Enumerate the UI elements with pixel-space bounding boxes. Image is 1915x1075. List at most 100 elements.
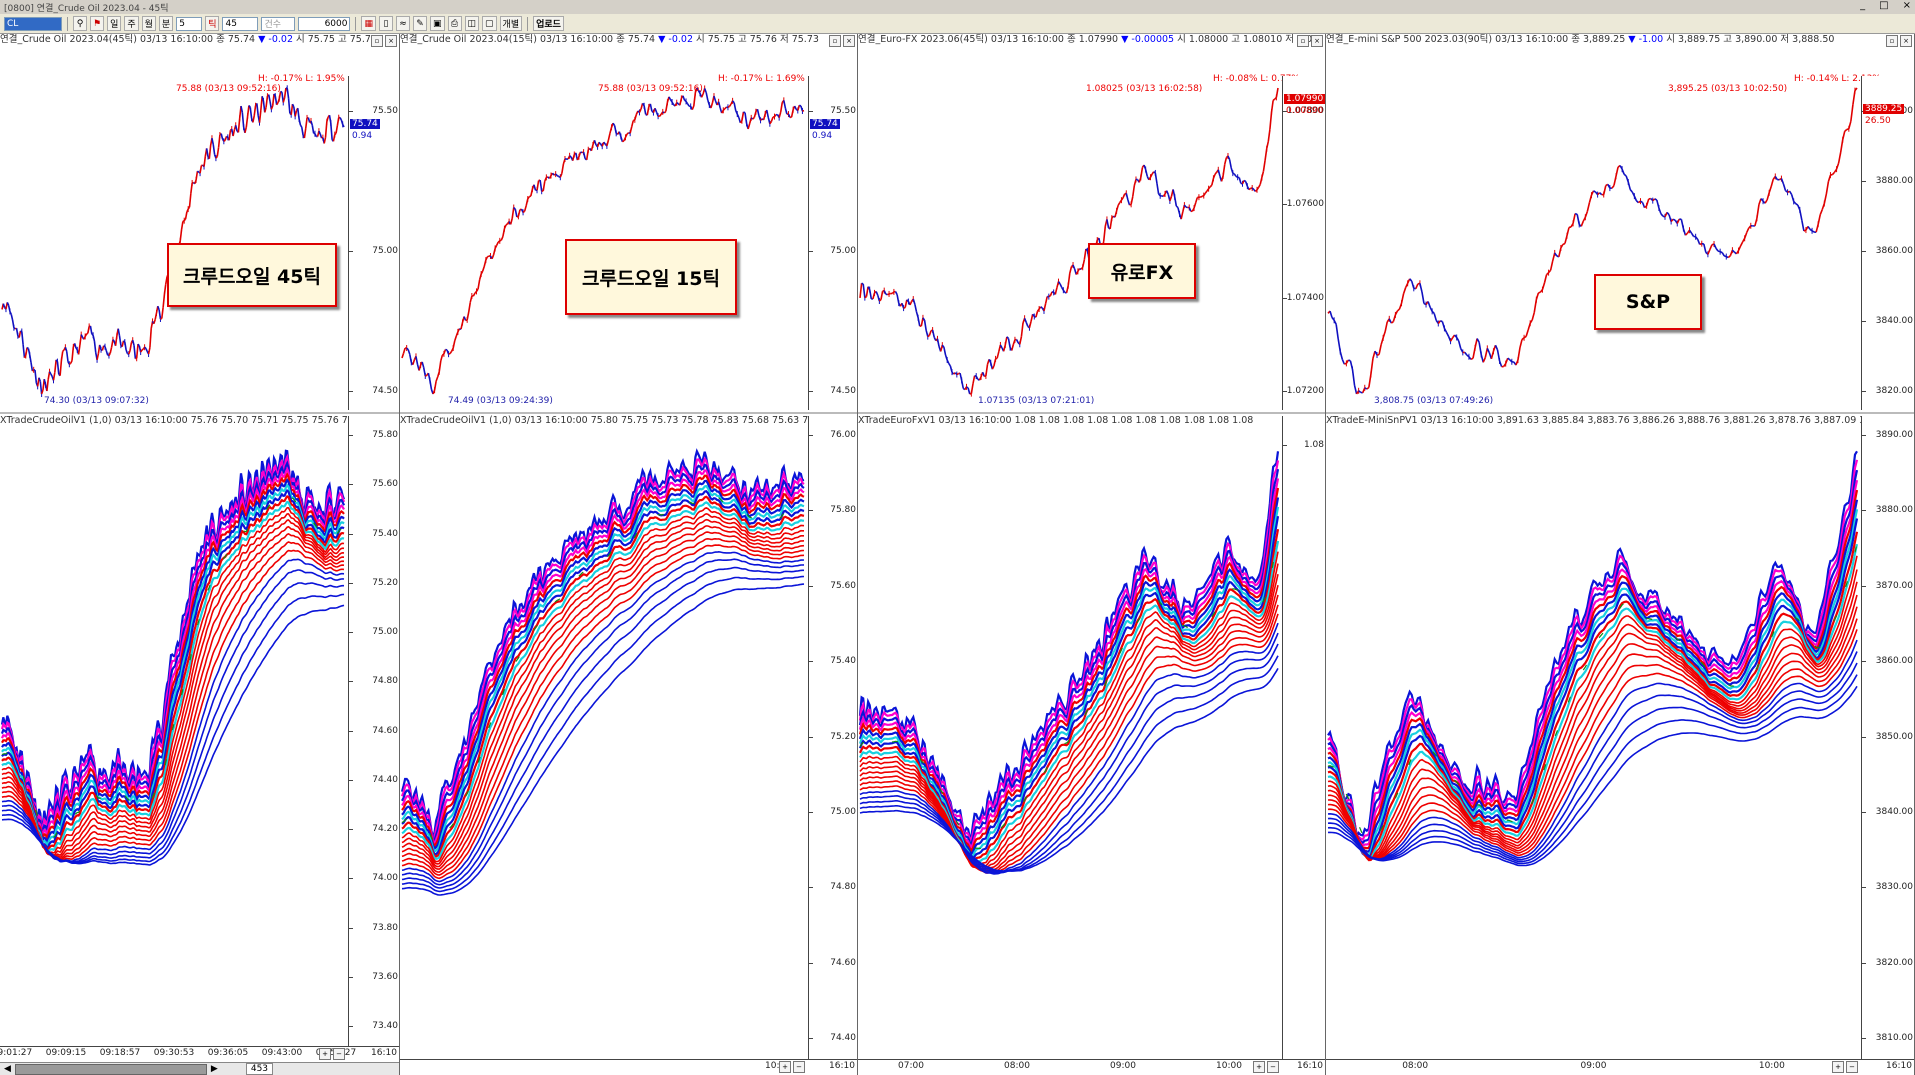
price-segment (1850, 104, 1854, 122)
individual-button[interactable]: 개별 (499, 16, 523, 31)
zoom-out-icon[interactable]: − (1846, 1061, 1858, 1073)
zoom-in-icon[interactable]: + (1832, 1061, 1844, 1073)
restore-icon[interactable]: ▫ (1297, 35, 1309, 47)
price-segment (1831, 171, 1836, 176)
price-segment (1654, 198, 1658, 201)
y-tick-label: 1.07600 (1286, 199, 1324, 210)
zoom-in-icon[interactable]: + (1253, 1061, 1265, 1073)
close-icon[interactable]: × (385, 35, 397, 47)
price-segment (424, 374, 428, 377)
data-count-value[interactable]: 6000 (298, 16, 351, 31)
ribbon-indicator-chart[interactable] (400, 426, 808, 1059)
price-segment (401, 353, 405, 359)
ribbon-indicator-chart[interactable] (1326, 426, 1861, 1059)
zoom-out-icon[interactable]: − (1267, 1061, 1279, 1073)
visible-bars-value[interactable]: 453 (245, 1063, 274, 1075)
y-tick-label: 3810.00 (1875, 1033, 1913, 1043)
ribbon-line (858, 487, 1280, 853)
zoom-in-icon[interactable]: + (319, 1048, 331, 1060)
price-segment (160, 307, 164, 319)
tick-count-input[interactable]: 45 (222, 16, 259, 31)
restore-icon[interactable]: ▫ (1886, 35, 1898, 47)
price-segment (1207, 186, 1211, 190)
y-tick-line (349, 779, 353, 781)
symbol-select[interactable]: CL (4, 16, 62, 31)
price-segment (56, 361, 60, 375)
price-segment (463, 316, 467, 321)
price-chart[interactable] (400, 80, 808, 410)
period-input[interactable]: 5 (176, 16, 203, 31)
price-segment (972, 375, 976, 385)
zoom-out-icon[interactable]: − (793, 1061, 805, 1073)
price-segment (1787, 190, 1790, 193)
chart-settings-icon[interactable]: ⚑ (90, 16, 105, 31)
price-segment (129, 342, 133, 351)
price-segment (1713, 243, 1717, 249)
pane-divider[interactable] (858, 412, 1325, 414)
print-icon[interactable]: ⎙ (447, 16, 462, 31)
price-segment (779, 102, 784, 113)
price-segment (240, 105, 244, 113)
price-segment (112, 339, 115, 342)
period-minute-button[interactable]: 분 (158, 16, 174, 31)
price-segment (700, 93, 704, 98)
y-tick-line (1862, 736, 1866, 738)
close-button[interactable]: × (1902, 0, 1911, 11)
chart-scrollbar[interactable]: ◀ ▶ 453 (0, 1062, 399, 1075)
price-segment (1562, 242, 1566, 246)
price-segment (9, 311, 12, 315)
price-segment (481, 266, 486, 272)
y-tick-line (1862, 811, 1866, 813)
price-segment (1102, 225, 1107, 242)
ribbon-indicator-chart[interactable] (0, 426, 348, 1047)
price-segment (454, 335, 458, 341)
y-tick-line (809, 435, 813, 436)
period-month-button[interactable]: 월 (141, 16, 156, 31)
maximize-button[interactable]: □ (1879, 0, 1889, 11)
indicator-icon[interactable]: ≈ (396, 16, 410, 31)
scroll-track[interactable] (14, 1063, 207, 1075)
restore-icon[interactable]: ▫ (829, 35, 841, 47)
x-tick-label: 09:00 (1580, 1061, 1607, 1071)
layout-icon[interactable]: ◫ (464, 16, 480, 31)
data-count-input[interactable]: 건수 (261, 16, 296, 31)
close-icon[interactable]: × (843, 35, 855, 47)
x-tick-label: 10:00 (765, 1061, 791, 1071)
max-price-annotation: 3,895.25 (03/13 10:02:50) (1668, 84, 1788, 94)
save-icon[interactable]: ▣ (430, 16, 445, 31)
split-icon[interactable]: ▢ (482, 16, 497, 31)
y-tick-label: 73.60 (372, 971, 398, 982)
period-week-button[interactable]: 주 (124, 16, 139, 31)
period-day-button[interactable]: 일 (107, 16, 122, 31)
current-price-tag: 1.07990 (1284, 94, 1325, 104)
indicator-header: XTradeCrudeOilV1 (1,0) 03/13 16:10:00 75… (0, 415, 348, 426)
zoom-out-icon[interactable]: − (333, 1048, 345, 1060)
ribbon-line (859, 563, 1279, 868)
drawing-icon[interactable]: ✎ (413, 16, 427, 31)
bar-chart-icon[interactable]: ▯ (379, 16, 393, 31)
ribbon-indicator-chart[interactable] (858, 426, 1282, 1059)
period-tick-button[interactable]: 틱 (205, 16, 220, 31)
scroll-right-icon[interactable]: ▶ (210, 1064, 218, 1074)
upload-button[interactable]: 업로드 (533, 16, 564, 31)
pane-divider[interactable] (0, 412, 399, 414)
candle-chart-icon[interactable]: ▦ (361, 16, 376, 31)
price-chart[interactable] (1326, 80, 1861, 410)
y-tick-label: 1.07400 (1286, 292, 1324, 303)
price-segment (1695, 236, 1699, 240)
pane-divider[interactable] (400, 412, 857, 414)
search-icon[interactable]: ⚲ (73, 16, 87, 31)
price-segment (1504, 357, 1509, 364)
pane-divider[interactable] (1326, 412, 1914, 414)
close-icon[interactable]: × (1311, 35, 1323, 47)
price-segment (1175, 205, 1179, 209)
close-icon[interactable]: × (1900, 35, 1912, 47)
restore-icon[interactable]: ▫ (371, 35, 383, 47)
current-price-tag: 75.74 (350, 119, 380, 129)
minimize-button[interactable]: _ (1860, 0, 1866, 11)
scroll-left-icon[interactable]: ◀ (4, 1064, 11, 1074)
price-segment (1433, 313, 1438, 321)
ribbon-line (401, 544, 805, 880)
zoom-in-icon[interactable]: + (779, 1061, 791, 1073)
price-chart[interactable] (858, 80, 1282, 410)
